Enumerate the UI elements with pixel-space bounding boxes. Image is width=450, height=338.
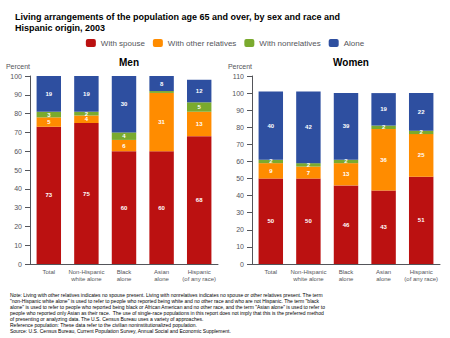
svg-text:Alone: Alone bbox=[344, 39, 365, 48]
svg-text:white alone: white alone bbox=[292, 276, 324, 282]
svg-text:Reference population: These da: Reference population: These data refer t… bbox=[10, 322, 197, 328]
svg-text:10: 10 bbox=[14, 242, 22, 249]
svg-text:50: 50 bbox=[236, 175, 244, 182]
svg-text:30: 30 bbox=[236, 209, 244, 216]
svg-text:Hispanic: Hispanic bbox=[188, 269, 211, 275]
svg-text:With spouse: With spouse bbox=[101, 39, 146, 48]
svg-text:19: 19 bbox=[83, 91, 90, 97]
svg-text:Black: Black bbox=[339, 269, 355, 275]
svg-text:10: 10 bbox=[236, 243, 244, 250]
svg-text:80: 80 bbox=[14, 110, 22, 117]
svg-text:8: 8 bbox=[160, 81, 164, 87]
svg-text:75: 75 bbox=[83, 191, 90, 197]
svg-text:43: 43 bbox=[380, 224, 387, 230]
svg-text:2: 2 bbox=[307, 162, 311, 168]
svg-text:3: 3 bbox=[47, 112, 51, 118]
svg-text:19: 19 bbox=[45, 91, 52, 97]
svg-text:19: 19 bbox=[380, 106, 387, 112]
svg-text:4: 4 bbox=[85, 116, 89, 122]
svg-text:2: 2 bbox=[382, 124, 386, 130]
svg-text:22: 22 bbox=[418, 109, 425, 115]
svg-text:alone: alone bbox=[339, 276, 354, 282]
svg-text:Note: Living with other relati: Note: Living with other relatives indica… bbox=[10, 292, 323, 298]
svg-text:13: 13 bbox=[196, 121, 203, 127]
svg-text:With other relatives: With other relatives bbox=[168, 39, 236, 48]
svg-text:73: 73 bbox=[45, 192, 52, 198]
svg-text:Percent: Percent bbox=[228, 63, 252, 70]
svg-text:39: 39 bbox=[343, 123, 350, 129]
svg-text:white alone: white alone bbox=[70, 276, 102, 282]
svg-text:"non-Hispanic white alone" is: "non-Hispanic white alone" is used to re… bbox=[10, 298, 319, 304]
svg-text:110: 110 bbox=[233, 73, 244, 80]
svg-text:Non-Hispanic: Non-Hispanic bbox=[290, 269, 326, 275]
svg-text:Black: Black bbox=[117, 269, 133, 275]
svg-text:people who reported only Asian: people who reported only Asian as their … bbox=[10, 310, 324, 316]
svg-text:9: 9 bbox=[269, 168, 273, 174]
svg-text:60: 60 bbox=[14, 148, 22, 155]
svg-text:alone" is used to refer to peo: alone" is used to refer to people who re… bbox=[10, 304, 325, 310]
svg-text:5: 5 bbox=[47, 119, 51, 125]
svg-text:Percent: Percent bbox=[6, 63, 30, 70]
svg-text:Hispanic: Hispanic bbox=[410, 269, 433, 275]
svg-text:Total: Total bbox=[42, 269, 55, 275]
svg-text:100: 100 bbox=[10, 73, 22, 80]
svg-text:40: 40 bbox=[14, 185, 22, 192]
svg-text:13: 13 bbox=[343, 171, 350, 177]
svg-text:(of any race): (of any race) bbox=[404, 276, 438, 282]
svg-text:80: 80 bbox=[236, 124, 244, 131]
svg-text:42: 42 bbox=[305, 124, 312, 130]
svg-text:20: 20 bbox=[14, 223, 22, 230]
svg-text:90: 90 bbox=[236, 107, 244, 114]
svg-text:6: 6 bbox=[122, 143, 126, 149]
svg-text:40: 40 bbox=[267, 123, 274, 129]
svg-text:70: 70 bbox=[14, 129, 22, 136]
svg-text:0: 0 bbox=[240, 261, 244, 268]
svg-text:Hispanic origin, 2003: Hispanic origin, 2003 bbox=[15, 23, 105, 33]
svg-text:2: 2 bbox=[269, 158, 273, 164]
svg-text:alone: alone bbox=[117, 276, 132, 282]
svg-text:2: 2 bbox=[85, 111, 89, 117]
svg-text:20: 20 bbox=[236, 226, 244, 233]
svg-text:alone: alone bbox=[376, 276, 391, 282]
svg-text:Living arrangements of the pop: Living arrangements of the population ag… bbox=[15, 12, 340, 22]
svg-text:alone: alone bbox=[154, 276, 169, 282]
svg-text:25: 25 bbox=[418, 152, 425, 158]
svg-text:51: 51 bbox=[418, 217, 425, 223]
svg-text:60: 60 bbox=[236, 158, 244, 165]
svg-text:50: 50 bbox=[267, 218, 274, 224]
svg-text:90: 90 bbox=[14, 91, 22, 98]
svg-text:Non-Hispanic: Non-Hispanic bbox=[68, 269, 104, 275]
svg-text:4: 4 bbox=[122, 133, 126, 139]
svg-text:Source: U.S. Census Bureau, Cu: Source: U.S. Census Bureau, Current Popu… bbox=[10, 328, 231, 334]
svg-text:Men: Men bbox=[119, 57, 139, 68]
svg-text:36: 36 bbox=[380, 157, 387, 163]
svg-text:7: 7 bbox=[307, 170, 311, 176]
svg-text:30: 30 bbox=[121, 101, 128, 107]
svg-text:Asian: Asian bbox=[154, 269, 169, 275]
svg-text:60: 60 bbox=[158, 205, 165, 211]
svg-text:40: 40 bbox=[236, 192, 244, 199]
svg-text:60: 60 bbox=[121, 205, 128, 211]
svg-text:Total: Total bbox=[264, 269, 277, 275]
svg-text:50: 50 bbox=[14, 167, 22, 174]
svg-text:2: 2 bbox=[344, 158, 348, 164]
svg-text:46: 46 bbox=[343, 222, 350, 228]
svg-text:70: 70 bbox=[236, 141, 244, 148]
svg-text:Asian: Asian bbox=[376, 269, 391, 275]
svg-text:31: 31 bbox=[158, 119, 165, 125]
svg-text:With nonrelatives: With nonrelatives bbox=[259, 39, 320, 48]
svg-text:30: 30 bbox=[14, 204, 22, 211]
svg-text:Women: Women bbox=[333, 57, 369, 68]
svg-text:5: 5 bbox=[198, 104, 202, 110]
svg-text:0: 0 bbox=[18, 261, 22, 268]
svg-text:100: 100 bbox=[232, 90, 244, 97]
svg-text:2: 2 bbox=[420, 129, 424, 135]
svg-text:of presenting or analyzing dat: of presenting or analyzing data. The U.S… bbox=[10, 316, 204, 322]
svg-text:50: 50 bbox=[305, 218, 312, 224]
svg-text:12: 12 bbox=[196, 88, 203, 94]
svg-text:(of any race): (of any race) bbox=[182, 276, 216, 282]
svg-text:68: 68 bbox=[196, 197, 203, 203]
